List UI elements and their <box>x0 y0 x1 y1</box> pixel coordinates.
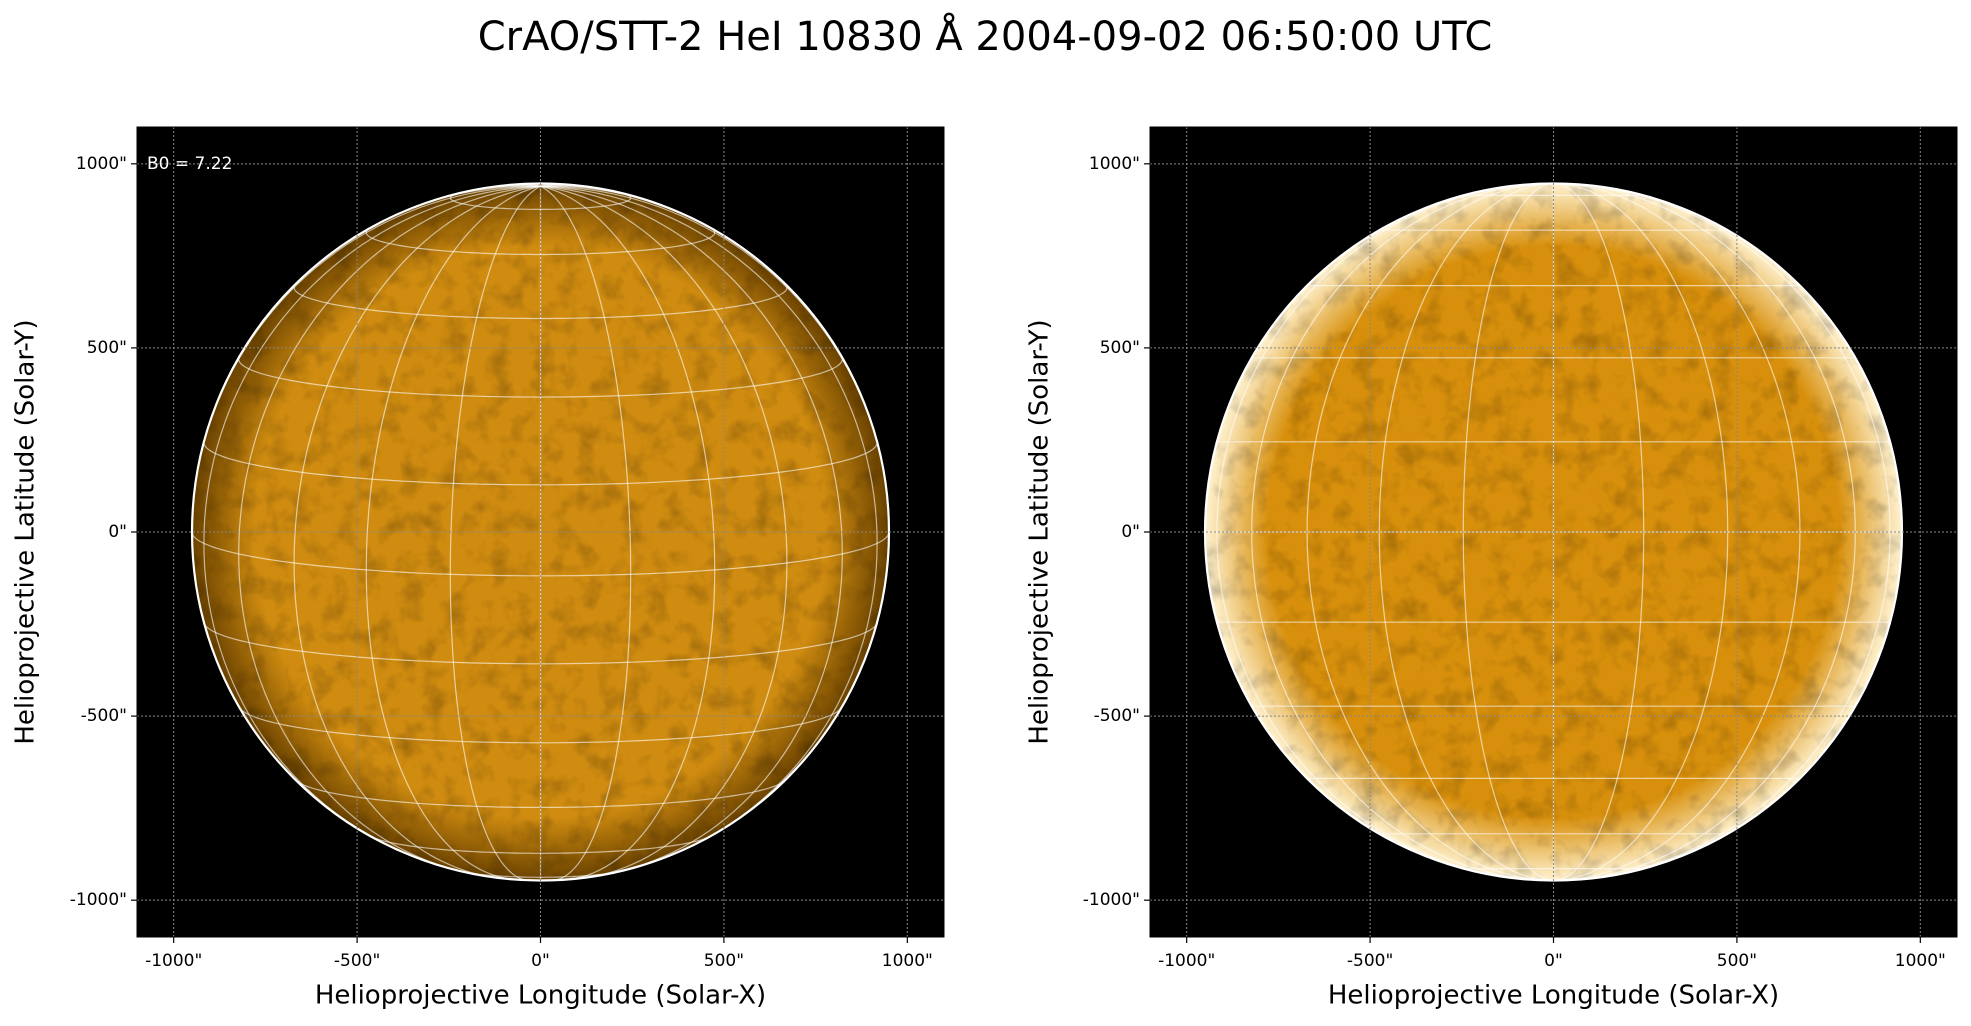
x-tick-label: -1000" <box>1158 951 1215 971</box>
plot-frame <box>1149 126 1958 938</box>
y-tick-label: -1000" <box>1083 890 1140 910</box>
x-axis-label: Helioprojective Longitude (Solar-X) <box>315 981 766 1011</box>
y-tick-label: 1000" <box>1089 154 1140 174</box>
grid-curve <box>540 185 632 881</box>
figure-title: CrAO/STT-2 HeI 10830 Å 2004-09-02 06:50:… <box>478 12 1493 60</box>
panel: -1000" -500" 0" 500" 1000" -1000" -500" 0" 500" 1… <box>11 126 945 1011</box>
x-tick-label: 0" <box>531 951 550 971</box>
x-tick-label: 1000" <box>1895 951 1946 971</box>
annotation: B0 = 7.22 <box>147 154 232 174</box>
grid-curve <box>365 185 541 880</box>
y-tick-label: -500" <box>81 706 127 726</box>
y-tick-label: 0" <box>108 522 127 542</box>
grid-curve <box>540 185 716 880</box>
x-axis-label: Helioprojective Longitude (Solar-X) <box>1328 981 1779 1011</box>
grid-curve <box>540 185 843 871</box>
plot-area <box>137 127 944 937</box>
y-tick-label: 500" <box>1100 338 1140 358</box>
x-tick-label: 0" <box>1544 951 1563 971</box>
y-tick-label: 500" <box>87 338 127 358</box>
grid-curve <box>1216 182 1554 882</box>
grid-curve <box>293 185 541 878</box>
grid-curve <box>238 185 541 871</box>
x-tick-label: 1000" <box>882 951 933 971</box>
x-tick-label: 500" <box>1717 951 1757 971</box>
y-tick-label: 0" <box>1121 522 1140 542</box>
grid-curve <box>540 185 878 844</box>
x-tick-label: -500" <box>1347 951 1393 971</box>
y-tick-label: -500" <box>1094 706 1140 726</box>
plot-area <box>1150 127 1957 937</box>
x-tick-label: 500" <box>704 951 744 971</box>
y-axis-label: Helioprojective Latitude (Solar-Y) <box>11 319 41 744</box>
x-tick-label: -1000" <box>145 951 202 971</box>
y-axis-label: Helioprojective Latitude (Solar-Y) <box>1025 319 1055 744</box>
grid-curve <box>203 185 541 844</box>
y-tick-label: 1000" <box>76 154 127 174</box>
grid-curve <box>540 185 788 878</box>
plot-frame <box>136 126 945 938</box>
grid-curve <box>449 185 541 881</box>
y-tick-label: -1000" <box>70 890 127 910</box>
panel: -1000" -500" 0" 500" 1000" -1000" -500" 0" 500" 1… <box>1025 126 1958 1011</box>
x-tick-label: -500" <box>334 951 380 971</box>
